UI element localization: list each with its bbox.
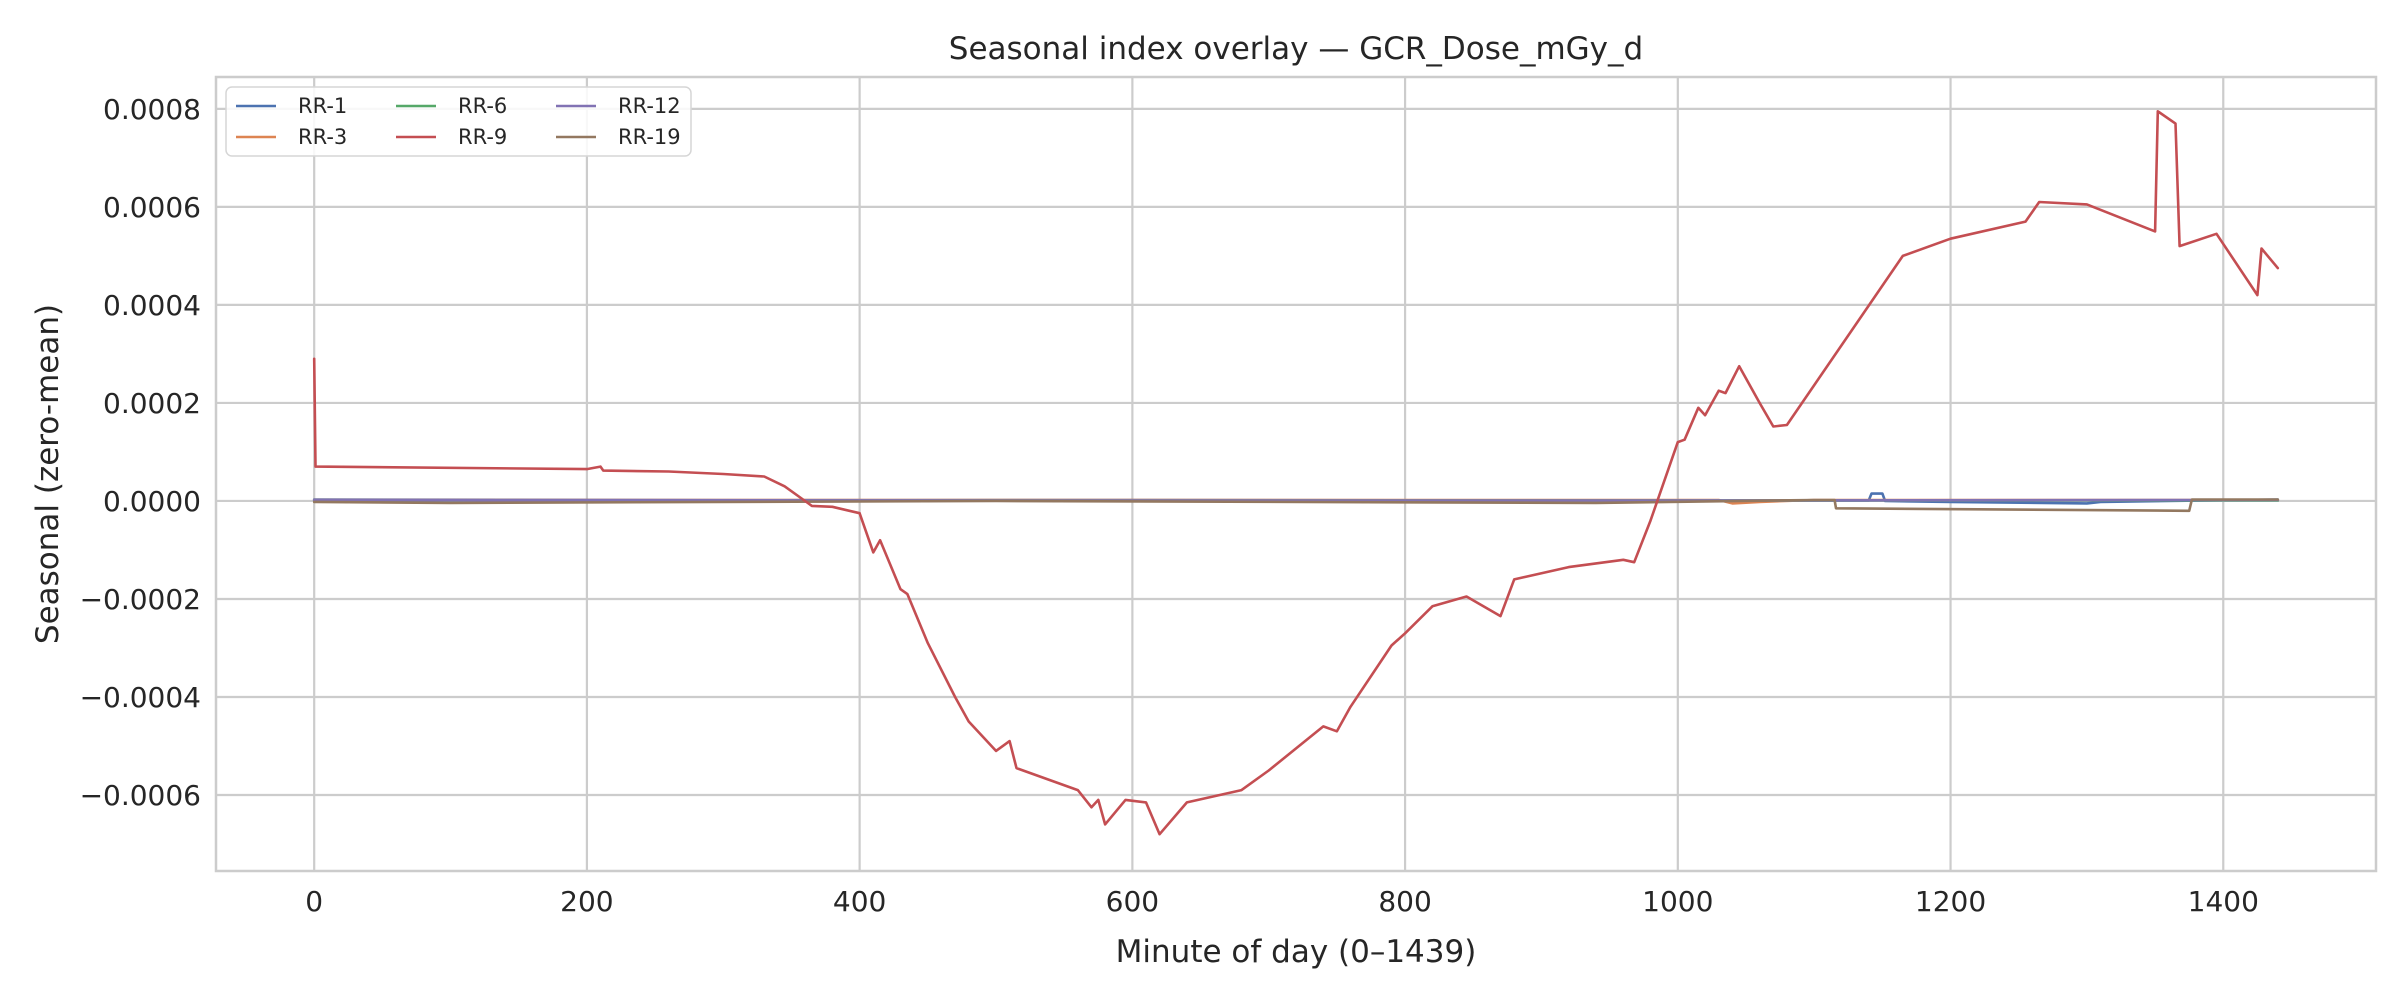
- x-tick-label: 400: [833, 885, 886, 918]
- legend-label-rr-1: RR-1: [298, 94, 347, 118]
- y-tick-label: 0.0000: [103, 485, 201, 518]
- y-tick-labels: −0.0006 −0.0004 −0.0002 0.0000 0.0002 0.0004 0…: [80, 93, 201, 812]
- y-tick-label: 0.0006: [103, 191, 201, 224]
- y-tick-label: −0.0002: [80, 583, 201, 616]
- x-tick-labels: 0 200 400 600 800 1000 1200 1400: [305, 885, 2259, 918]
- series-lines: [312, 110, 2280, 836]
- x-tick-label: 200: [560, 885, 613, 918]
- legend-label-rr-9: RR-9: [458, 125, 507, 149]
- x-axis-label: Minute of day (0–1439): [1116, 934, 1477, 970]
- chart-title: Seasonal index overlay — GCR_Dose_mGy_d: [949, 31, 1643, 67]
- legend: RR-1 RR-3 RR-6 RR-9 RR-12 RR-19: [225, 86, 692, 157]
- y-axis-label: Seasonal (zero-mean): [30, 304, 66, 644]
- series-line-rr-12: [312, 498, 2280, 502]
- y-tick-label: −0.0006: [80, 779, 201, 812]
- legend-items: RR-1 RR-3 RR-6 RR-9 RR-12 RR-19: [236, 94, 681, 149]
- y-tick-label: 0.0008: [103, 93, 201, 126]
- x-tick-label: 0: [305, 885, 323, 918]
- x-tick-label: 1000: [1642, 885, 1713, 918]
- legend-label-rr-12: RR-12: [618, 94, 681, 118]
- y-tick-label: 0.0004: [103, 289, 201, 322]
- plot-frame: [214, 75, 2378, 873]
- x-tick-label: 1200: [1915, 885, 1986, 918]
- legend-label-rr-6: RR-6: [458, 94, 507, 118]
- x-tick-label: 600: [1106, 885, 1159, 918]
- x-tick-label: 800: [1378, 885, 1431, 918]
- y-tick-label: 0.0002: [103, 387, 201, 420]
- series-line-rr-9: [312, 110, 2280, 836]
- series-line-rr-19: [312, 498, 2280, 513]
- legend-label-rr-3: RR-3: [298, 125, 347, 149]
- x-tick-label: 1400: [2188, 885, 2259, 918]
- legend-box: [225, 86, 692, 157]
- legend-label-rr-19: RR-19: [618, 125, 681, 149]
- y-tick-label: −0.0004: [80, 681, 201, 714]
